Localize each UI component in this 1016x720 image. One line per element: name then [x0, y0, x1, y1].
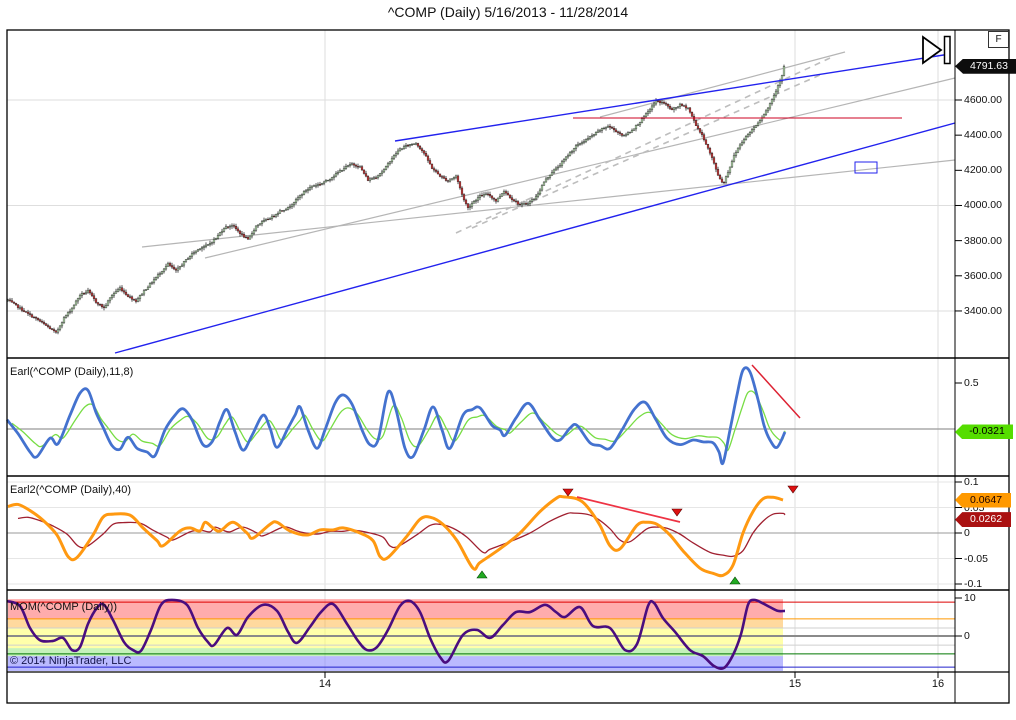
last-price-tag: 4791.63	[955, 58, 1016, 74]
earl2-slow-value-tag: 0.0262	[955, 512, 1011, 528]
gray-dashed-trendline	[471, 74, 821, 229]
time-axis-label[interactable]: 15	[788, 678, 802, 690]
mom-axis-label[interactable]: 0	[964, 630, 970, 642]
chart-border	[6, 29, 1010, 704]
candlesticks	[6, 64, 786, 335]
gray-trendline	[599, 51, 846, 118]
copyright-text: © 2014 NinjaTrader, LLC	[10, 655, 132, 667]
mom-band	[8, 599, 783, 619]
buy-triangle-marker	[476, 570, 488, 579]
price-axis-label[interactable]: 4400.00	[964, 129, 1002, 142]
gray-dashed-trendline	[455, 57, 831, 234]
earl-signal-line	[11, 390, 786, 452]
mom-band	[8, 648, 783, 657]
earl-panel-label: Earl(^COMP (Daily),11,8)	[10, 366, 134, 378]
blue-annotation-box	[854, 161, 878, 174]
sell-triangle-marker	[562, 488, 574, 497]
earl2-panel-label: Earl2(^COMP (Daily),40)	[10, 484, 132, 496]
gray-trendline	[141, 159, 956, 248]
go-to-end-icon	[922, 35, 943, 65]
earl-value-tag: -0.0321	[955, 424, 1013, 440]
earl2-axis-label[interactable]: -0.1	[964, 578, 983, 590]
price-axis-label[interactable]: 4600.00	[964, 94, 1002, 106]
sell-triangle-marker	[787, 485, 799, 494]
price-axis-label[interactable]: 3600.00	[964, 269, 1002, 282]
earl2-axis-label[interactable]: 0.1	[964, 476, 979, 488]
earl2-slow-line	[17, 512, 786, 558]
chart-title: ^COMP (Daily) 5/16/2013 - 11/28/2014	[387, 4, 629, 20]
price-axis-label[interactable]: 3400.00	[964, 304, 1002, 317]
buy-triangle-marker	[729, 576, 741, 585]
price-axis-label[interactable]: 4000.00	[964, 199, 1002, 212]
blue-trendline	[114, 122, 956, 354]
earl2-fast-line	[7, 494, 784, 578]
mom-band	[8, 618, 783, 629]
earl-red-trendline	[751, 364, 801, 419]
earl2-axis-label[interactable]: -0.05	[964, 552, 988, 565]
mom-axis-label[interactable]: 10	[964, 592, 976, 604]
price-axis-label[interactable]: 4200.00	[964, 164, 1002, 177]
gray-trendline	[204, 77, 956, 259]
price-axis-label[interactable]: 3800.00	[964, 234, 1002, 247]
earl-axis-label[interactable]: 0.5	[964, 377, 979, 389]
time-axis-label[interactable]: 16	[931, 678, 945, 690]
mom-line	[6, 598, 786, 670]
earl2-axis-label[interactable]: 0	[964, 527, 970, 539]
go-to-end-icon	[943, 35, 951, 65]
earl-main-line	[5, 366, 787, 466]
earl2-fast-value-tag: 0.0647	[955, 492, 1011, 508]
mom-panel-label: MOM(^COMP (Daily))	[10, 601, 118, 613]
fullscreen-button[interactable]: F	[988, 31, 1009, 48]
time-axis-label[interactable]: 14	[318, 678, 332, 690]
blue-trendline	[394, 53, 951, 142]
sell-triangle-marker	[671, 508, 683, 517]
earl2-red-trendline	[576, 496, 681, 523]
